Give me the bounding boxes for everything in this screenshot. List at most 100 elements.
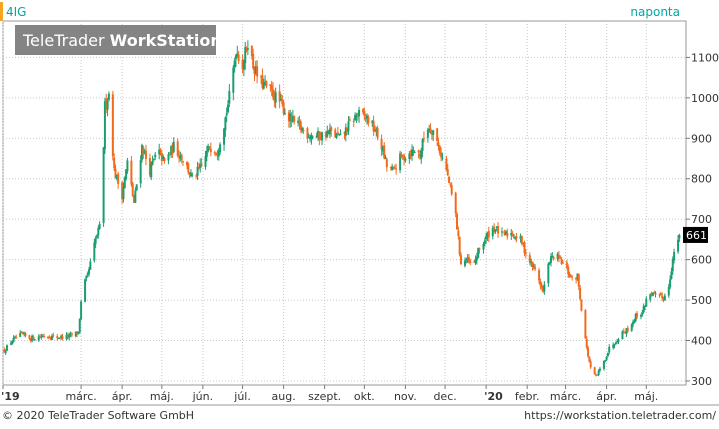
candle-body — [372, 120, 375, 132]
candle-body — [215, 153, 218, 155]
candle-body — [636, 313, 639, 317]
candle-body — [456, 213, 459, 230]
watermark-text: TeleTrader WorkStation — [22, 31, 222, 50]
candle-body — [117, 173, 120, 184]
candle-body — [65, 334, 68, 340]
candle-body — [151, 161, 154, 165]
candle-body — [626, 327, 629, 332]
candle-body — [392, 166, 395, 168]
candle-body — [658, 294, 661, 296]
x-tick-label: márc. — [65, 390, 96, 403]
candle-body — [130, 160, 133, 185]
candle-body — [531, 261, 534, 267]
candle-body — [47, 336, 50, 338]
candle-body — [95, 235, 98, 238]
candle-body — [422, 137, 425, 139]
watermark-background — [15, 25, 216, 55]
candle-body — [598, 368, 601, 371]
candle-body — [366, 115, 369, 119]
candle-body — [237, 54, 240, 62]
candle-body — [200, 163, 203, 166]
candle-body — [670, 271, 673, 279]
x-tick-label: ápr. — [596, 390, 617, 403]
candle-body — [326, 131, 329, 137]
candle-body — [393, 167, 396, 169]
candle-body — [93, 242, 96, 261]
candle-body — [411, 149, 414, 156]
candle-body — [3, 350, 6, 353]
candle-body — [413, 152, 416, 154]
candle-body — [162, 156, 165, 160]
candle-body — [548, 262, 551, 264]
candle-body — [449, 183, 452, 185]
candle-body — [493, 226, 496, 231]
candle-body — [677, 239, 680, 252]
candle-body — [283, 113, 286, 115]
candle-body — [43, 336, 46, 338]
candle-body — [678, 234, 681, 239]
candle-body — [475, 257, 478, 261]
candle-body — [347, 121, 350, 132]
candle-body — [185, 162, 188, 166]
candle-body — [576, 273, 579, 279]
candle-body — [85, 275, 88, 279]
candle-body — [195, 175, 198, 177]
candle-body — [188, 172, 191, 175]
candle-body — [395, 168, 398, 170]
candle-body — [560, 259, 563, 264]
candle-body — [515, 236, 518, 238]
candle-body — [458, 237, 461, 255]
accent-bar — [0, 2, 3, 21]
candle-body — [299, 121, 302, 130]
candle-body — [473, 261, 476, 263]
x-tick-label: '20 — [484, 390, 503, 403]
candle-body — [569, 275, 572, 278]
candle-body — [606, 352, 609, 357]
x-tick-label: jún. — [192, 390, 214, 403]
candle-body — [242, 61, 245, 70]
candle-body — [196, 166, 199, 176]
candle-body — [408, 153, 411, 160]
candle-body — [209, 148, 212, 153]
candle-body — [522, 242, 525, 244]
candle-body — [346, 127, 349, 132]
candle-body — [459, 254, 462, 265]
candle-body — [77, 331, 80, 335]
candlestick-series — [3, 40, 681, 377]
candle-body — [659, 293, 662, 296]
candle-body — [328, 128, 331, 135]
candle-body — [301, 128, 304, 132]
candle-body — [170, 146, 173, 155]
candle-body — [538, 270, 541, 281]
candle-body — [580, 300, 583, 311]
candle-body — [278, 91, 281, 102]
x-tick-label: máj. — [150, 390, 174, 403]
candle-body — [593, 367, 596, 375]
candle-body — [401, 154, 404, 156]
y-tick-label: 1000 — [691, 92, 719, 105]
candle-body — [437, 142, 440, 147]
candle-body — [429, 128, 432, 133]
x-tick-label: szept. — [308, 390, 341, 403]
candle-body — [159, 151, 162, 153]
candle-body — [252, 53, 255, 69]
candle-body — [364, 117, 367, 119]
candle-body — [88, 269, 91, 274]
candle-body — [594, 374, 597, 376]
source-url-link[interactable]: https://workstation.teletrader.com/ — [524, 409, 716, 422]
candle-body — [367, 116, 370, 124]
interval-label[interactable]: naponta — [630, 5, 680, 19]
last-price-label: 661 — [686, 229, 707, 242]
candle-body — [403, 154, 406, 160]
candle-body — [122, 187, 125, 200]
candle-body — [557, 255, 560, 259]
candle-body — [639, 315, 642, 317]
candle-body — [632, 321, 635, 325]
candle-body — [596, 374, 599, 376]
candle-body — [605, 356, 608, 360]
candle-body — [673, 252, 676, 261]
candle-body — [445, 158, 448, 170]
candle-body — [197, 166, 200, 169]
